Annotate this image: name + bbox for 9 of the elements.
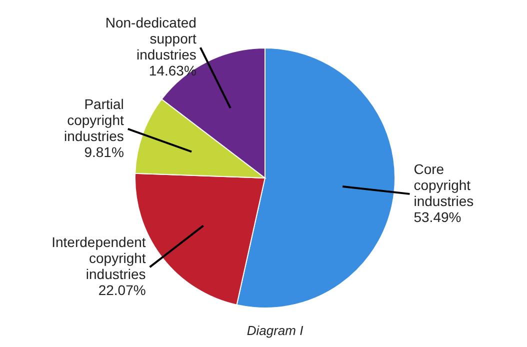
slice-label: Partial copyright industries [64, 96, 124, 144]
data-label: 22.07% [98, 282, 146, 298]
data-label: 53.49% [414, 208, 462, 225]
slice-label: Core copyright industries [414, 160, 474, 209]
slice-label: Interdependent copyright industries [52, 234, 146, 282]
text: Diagram I [246, 323, 304, 338]
slice-label: Non-dedicated support industries [105, 14, 197, 63]
data-label: 14.63% [148, 62, 196, 79]
data-label: 9.81% [84, 144, 124, 160]
